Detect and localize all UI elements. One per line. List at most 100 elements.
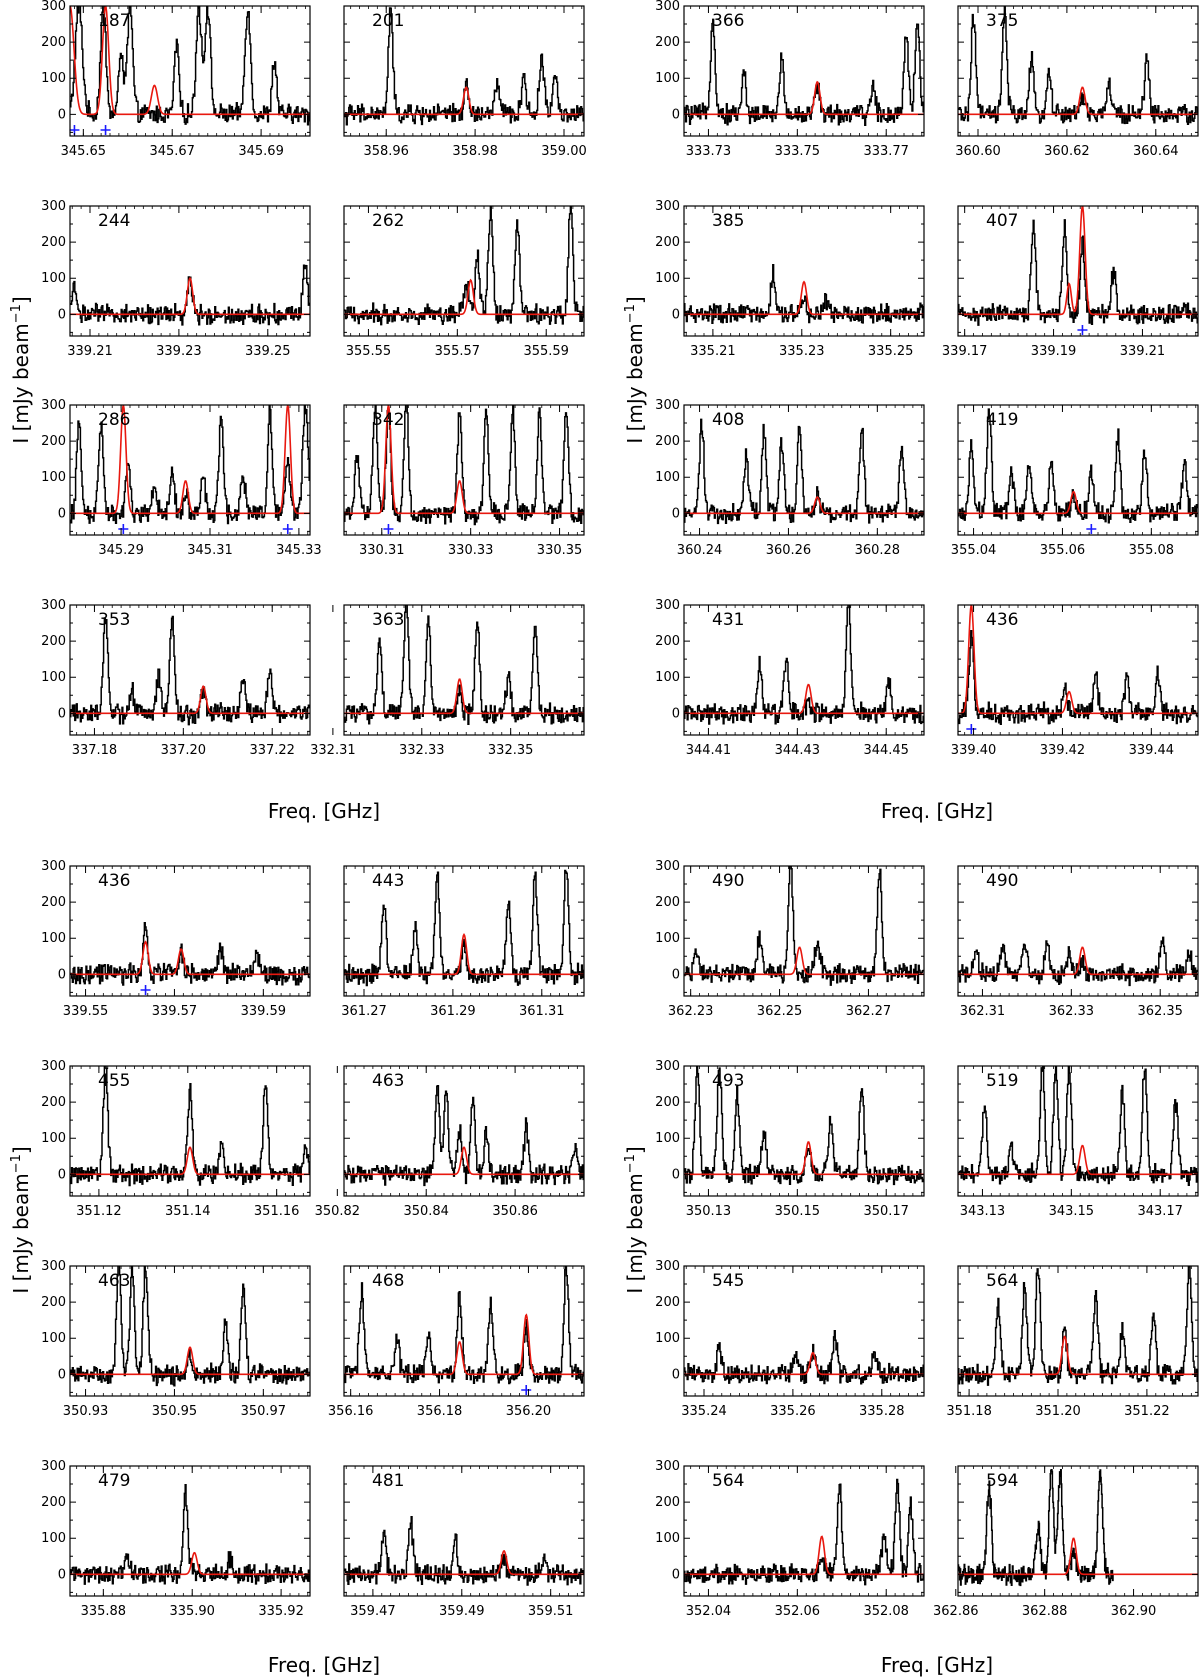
x-tick-label: 360.64	[1133, 144, 1179, 159]
x-tick-label: 352.06	[775, 1604, 821, 1619]
x-tick-label: 350.13	[686, 1204, 732, 1219]
line-marker	[1086, 524, 1097, 534]
x-tick-label: 343.15	[1049, 1204, 1095, 1219]
x-tick-label: 345.69	[238, 144, 284, 159]
x-tick-label: 355.08	[1129, 543, 1175, 558]
x-tick-label: 335.24	[681, 1404, 727, 1419]
panel-number: 244	[98, 211, 130, 231]
spectrum-panel: 0 100 200 300 335.88 335.90 335.92 479	[41, 1459, 311, 1619]
y-tick-label: 300	[41, 1259, 66, 1274]
model-spectrum	[684, 1351, 924, 1376]
spectrum-panel: 0 100 200 300 339.21 339.23 339.25 244	[41, 199, 311, 359]
observed-spectrum	[70, 264, 310, 326]
observed-spectrum	[958, 219, 1198, 326]
y-tick-label: 100	[655, 1531, 680, 1546]
panel-number: 363	[372, 610, 404, 630]
model-spectrum	[684, 946, 924, 976]
spectrum-panel: 356.16 356.18 356.20 468	[328, 1265, 585, 1419]
y-axis-title: I [mJy beam−1]	[623, 296, 647, 443]
observed-spectrum	[344, 405, 584, 526]
y-tick-label: 300	[41, 598, 66, 613]
x-tick-label: 350.95	[152, 1404, 198, 1419]
x-tick-label: 332.35	[488, 743, 534, 758]
model-spectrum	[344, 1313, 584, 1376]
spectrum-panel: 0 100 200 300 344.41 344.43 344.45 431	[655, 598, 925, 758]
model-spectrum	[958, 490, 1198, 515]
x-tick-label: 333.77	[863, 144, 909, 159]
y-tick-label: 100	[655, 1131, 680, 1146]
y-tick-label: 200	[655, 434, 680, 449]
x-tick-label: 345.67	[149, 144, 195, 159]
observed-spectrum	[684, 866, 924, 986]
line-marker	[383, 524, 394, 534]
x-tick-label: 339.21	[67, 344, 113, 359]
model-spectrum	[958, 1537, 1198, 1576]
model-spectrum	[70, 1146, 310, 1176]
y-tick-label: 300	[655, 859, 680, 874]
x-tick-label: 337.20	[161, 743, 207, 758]
observed-spectrum	[344, 1516, 584, 1586]
model-spectrum	[70, 1346, 310, 1376]
spectrum-panel: 0 100 200 300 337.18 337.20 337.22 353	[41, 598, 311, 758]
spectrum-panel: 362.86 362.88 362.90 594	[933, 1465, 1199, 1619]
panel-number: 375	[986, 11, 1018, 31]
x-tick-label: 333.75	[775, 144, 821, 159]
x-tick-label: 345.65	[61, 144, 107, 159]
observed-spectrum	[684, 418, 924, 525]
x-tick-label: 351.12	[76, 1204, 122, 1219]
observed-spectrum	[684, 18, 924, 126]
x-tick-label: 362.23	[668, 1004, 714, 1019]
model-spectrum	[70, 6, 310, 116]
x-tick-label: 344.43	[775, 743, 821, 758]
y-tick-label: 0	[58, 506, 66, 521]
x-tick-label: 335.23	[779, 344, 825, 359]
y-tick-label: 200	[41, 1095, 66, 1110]
spectrum-panel: 358.96 358.98 359.00 201	[343, 5, 587, 159]
y-tick-label: 0	[58, 967, 66, 982]
x-tick-label: 362.35	[1137, 1004, 1183, 1019]
spectrum-panel: 0 100 200 300 345.29 345.31 345.33 286	[41, 398, 321, 558]
x-tick-label: 350.82	[315, 1204, 361, 1219]
observed-spectrum	[344, 1085, 584, 1187]
x-tick-label: 359.49	[439, 1604, 485, 1619]
panel-number: 519	[986, 1071, 1018, 1091]
x-tick-label: 339.19	[1031, 344, 1077, 359]
observed-spectrum	[70, 921, 310, 986]
panel-frame	[957, 1465, 1199, 1597]
y-tick-label: 0	[672, 506, 680, 521]
panel-number: 408	[712, 410, 744, 430]
panel-frame	[69, 1265, 311, 1397]
panel-frame	[69, 604, 311, 736]
x-tick-label: 362.31	[960, 1004, 1006, 1019]
x-tick-label: 339.55	[63, 1004, 109, 1019]
x-tick-label: 337.22	[249, 743, 295, 758]
x-tick-label: 339.23	[156, 344, 202, 359]
x-tick-label: 361.29	[430, 1004, 476, 1019]
spectrum-panel: 362.31 362.33 362.35 490	[957, 865, 1199, 1019]
panel-number: 490	[986, 871, 1018, 891]
panel-number: 286	[98, 410, 130, 430]
x-tick-label: 358.98	[452, 144, 498, 159]
x-tick-label: 335.88	[81, 1604, 127, 1619]
y-tick-label: 100	[41, 1531, 66, 1546]
x-axis-title: Freq. [GHz]	[268, 799, 380, 823]
y-tick-label: 300	[655, 398, 680, 413]
y-tick-label: 0	[672, 307, 680, 322]
panel-frame	[683, 1065, 925, 1197]
model-spectrum	[70, 276, 310, 316]
panel-frame	[343, 604, 585, 736]
x-tick-label: 350.17	[863, 1204, 909, 1219]
model-spectrum	[344, 278, 584, 316]
panel-frame	[957, 1265, 1199, 1397]
panel-frame	[69, 1065, 311, 1197]
y-tick-label: 100	[655, 1331, 680, 1346]
panel-number: 262	[372, 211, 404, 231]
x-tick-label: 360.26	[766, 543, 812, 558]
spectrum-panel: 0 100 200 300 360.24 360.26 360.28 408	[655, 398, 925, 558]
spectrum-panel: 0 100 200 300 335.21 335.23 335.25 385	[655, 199, 925, 359]
y-tick-label: 0	[58, 1567, 66, 1582]
model-spectrum	[344, 405, 584, 515]
observed-spectrum	[684, 1066, 924, 1186]
spectrum-panel: 343.13 343.15 343.17 519	[957, 1065, 1199, 1219]
y-tick-label: 0	[58, 1167, 66, 1182]
